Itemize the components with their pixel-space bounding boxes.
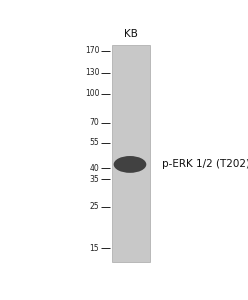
Text: p-ERK 1/2 (T202): p-ERK 1/2 (T202)	[162, 159, 248, 170]
Text: 170: 170	[85, 46, 99, 55]
Text: 40: 40	[90, 164, 99, 173]
Text: 100: 100	[85, 89, 99, 98]
Text: 70: 70	[90, 118, 99, 127]
Text: 35: 35	[90, 175, 99, 184]
Bar	[112, 45, 150, 262]
Text: 55: 55	[90, 138, 99, 147]
Text: 130: 130	[85, 68, 99, 77]
Text: 15: 15	[90, 244, 99, 253]
Ellipse shape	[114, 156, 146, 173]
Text: KB: KB	[124, 29, 138, 40]
Text: 25: 25	[90, 202, 99, 211]
